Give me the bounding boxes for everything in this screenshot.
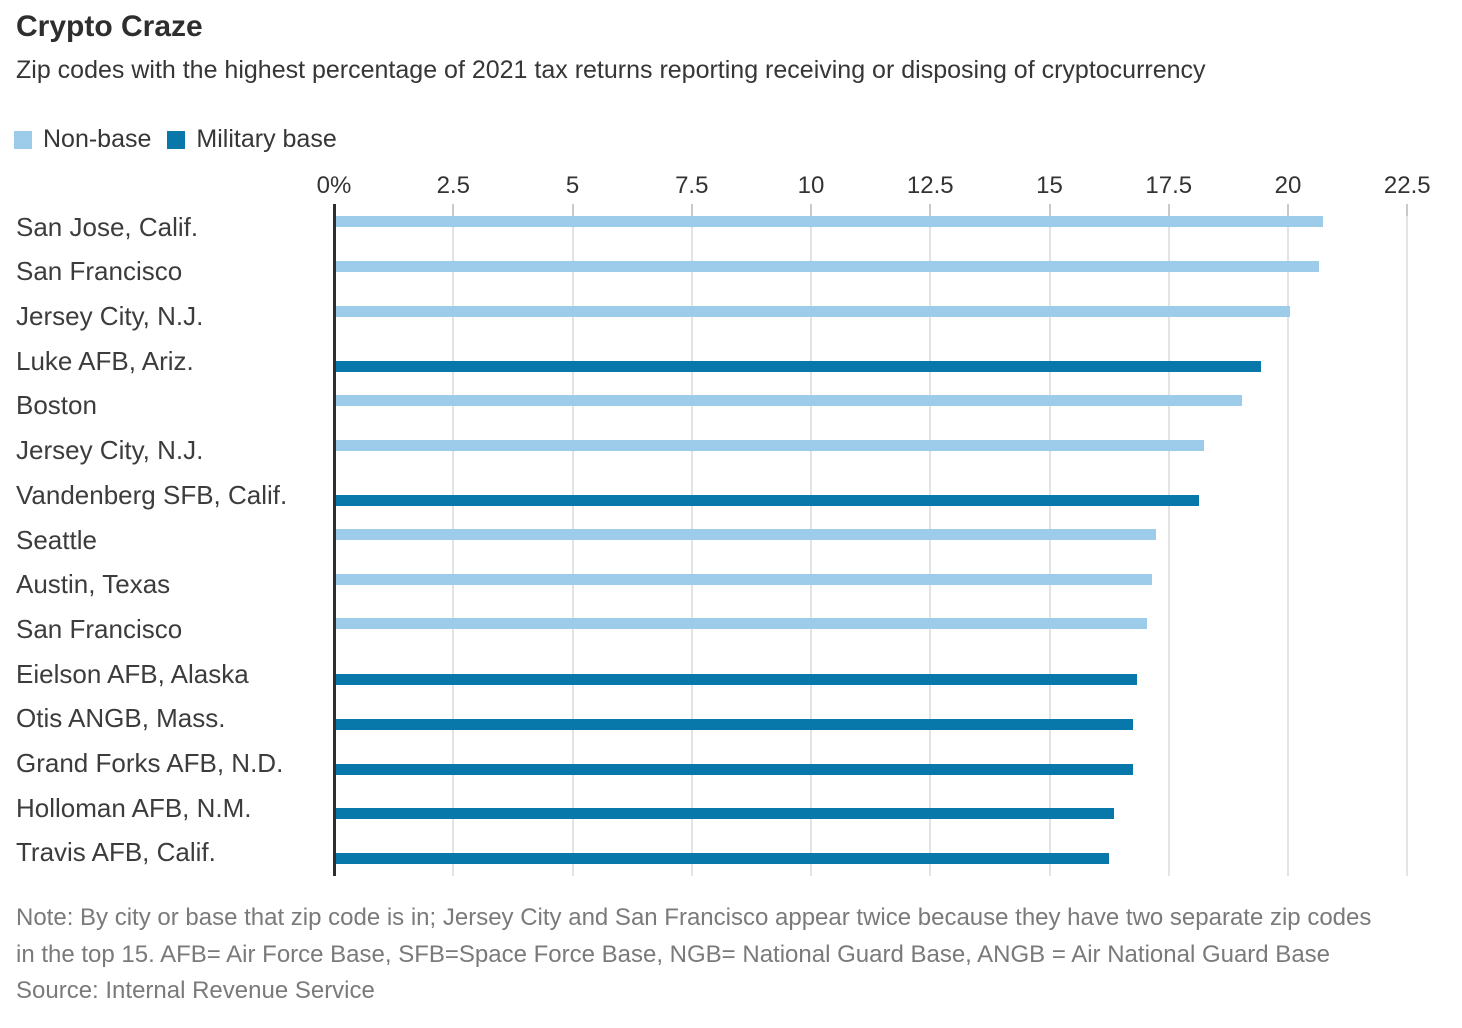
military-base-bar (336, 763, 1133, 775)
note-line-2: in the top 15. AFB= Air Force Base, SFB=… (16, 941, 1331, 968)
category-label: San Jose, Calif. (16, 211, 199, 242)
x-tick-label: 20 (1274, 172, 1302, 199)
non-base-bar (336, 529, 1157, 541)
category-label: San Francisco (16, 256, 183, 287)
x-tick-label: 2.5 (436, 172, 470, 199)
category-label: Jersey City, N.J. (16, 301, 204, 332)
military-base-bar (336, 808, 1114, 820)
category-label: Austin, Texas (16, 569, 171, 600)
axis-tick (1406, 204, 1409, 216)
axis-tick (1048, 204, 1051, 216)
category-label: Travis AFB, Calif. (16, 837, 216, 868)
non-base-bar (336, 439, 1205, 451)
non-base-bar (336, 305, 1290, 317)
chart-note: Note: By city or base that zip code is i… (16, 899, 1371, 973)
x-tick-label: 15 (1036, 172, 1063, 199)
axis-tick (810, 204, 812, 216)
x-tick-label: 22.5 (1383, 172, 1431, 199)
military-base-swatch-icon (167, 130, 186, 149)
military-base-bar (336, 495, 1200, 507)
non-base-bar (336, 216, 1324, 228)
category-label: Boston (16, 390, 97, 421)
legend-item-military-base: Military base (167, 125, 337, 154)
category-label: Otis ANGB, Mass. (16, 703, 226, 734)
chart-subtitle: Zip codes with the highest percentage of… (16, 56, 1206, 84)
legend: Non-base Military base (14, 125, 337, 154)
category-label: Holloman AFB, N.M. (16, 792, 252, 823)
axis-tick (452, 204, 455, 216)
military-base-bar (336, 718, 1133, 730)
x-tick-label: 10 (797, 172, 825, 199)
legend-label-military-base: Military base (196, 125, 337, 153)
category-label: Grand Forks AFB, N.D. (16, 748, 284, 779)
note-line-1: Note: By city or base that zip code is i… (16, 904, 1372, 931)
x-tick-label: 17.5 (1145, 172, 1193, 199)
x-tick-label: 5 (565, 172, 580, 199)
non-base-bar (336, 618, 1147, 630)
x-tick-label: 12.5 (906, 172, 954, 199)
military-base-bar (336, 852, 1109, 864)
category-label: Luke AFB, Ariz. (16, 345, 194, 376)
category-label: Seattle (16, 524, 97, 555)
gridline (1287, 204, 1289, 876)
chart-title: Crypto Craze (16, 10, 203, 43)
non-base-bar (336, 394, 1243, 406)
legend-item-non-base: Non-base (14, 125, 151, 154)
gridline (1167, 204, 1170, 876)
x-tick-label: 7.5 (675, 172, 709, 199)
x-tick-label: 0% (316, 172, 352, 199)
axis-tick (1167, 204, 1170, 216)
legend-label-non-base: Non-base (43, 125, 152, 153)
category-label: Vandenberg SFB, Calif. (16, 479, 288, 510)
military-base-bar (336, 674, 1138, 686)
non-base-swatch-icon (14, 130, 32, 149)
category-label: Jersey City, N.J. (16, 435, 204, 466)
axis-tick (929, 204, 932, 216)
military-base-bar (336, 361, 1262, 373)
axis-tick (571, 204, 574, 216)
gridline (1406, 204, 1409, 876)
chart-source: Source: Internal Revenue Service (16, 977, 375, 1004)
y-axis-line (333, 204, 336, 876)
non-base-bar (336, 260, 1319, 272)
axis-tick (1287, 204, 1289, 216)
axis-tick (690, 204, 693, 216)
category-label: Eielson AFB, Alaska (16, 658, 249, 689)
category-label: San Francisco (16, 613, 183, 644)
non-base-bar (336, 573, 1152, 585)
